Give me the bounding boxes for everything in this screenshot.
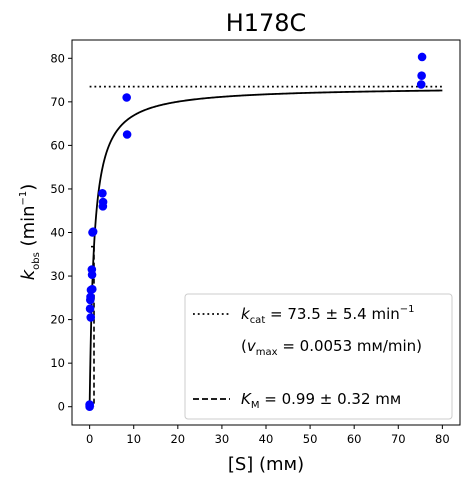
data-point	[87, 270, 97, 280]
data-point	[98, 189, 107, 198]
y-axis-label: kobs (min−1)	[18, 184, 42, 281]
michaelis-menten-fit-curve	[88, 89, 443, 407]
chart-title: H178C	[226, 9, 307, 37]
x-tick-label: 0	[86, 432, 93, 446]
x-tick-label: 80	[435, 432, 450, 446]
data-point	[416, 80, 426, 89]
data-point	[86, 292, 95, 302]
data-point	[122, 93, 131, 102]
y-tick-label: 80	[50, 51, 65, 65]
x-axis-ticks: 0 10 20 30 40 50 60 70 80	[86, 425, 450, 446]
y-axis-ticks: 0 10 20 30 40 50 60 70 80	[50, 51, 72, 414]
data-point	[98, 197, 108, 207]
y-tick-label: 20	[50, 313, 65, 327]
data-point	[86, 313, 96, 322]
data-point	[87, 284, 97, 294]
data-point	[417, 71, 426, 81]
data-point	[85, 400, 94, 409]
x-axis-label: [S] (mᴍ)	[228, 454, 304, 475]
legend-kcat-text: kcat = 73.5 ± 5.4 min−1	[241, 304, 415, 326]
y-tick-label: 30	[50, 269, 65, 283]
legend: kcat = 73.5 ± 5.4 min−1 (vmax = 0.0053 m…	[184, 293, 453, 420]
y-tick-label: 70	[50, 95, 65, 109]
legend-km-text: KM = 0.99 ± 0.32 mᴍ	[241, 390, 401, 411]
legend-vmax-text: (vmax = 0.0053 mᴍ/min)	[241, 337, 422, 358]
data-point	[85, 304, 95, 314]
legend-box	[184, 293, 453, 420]
data-point	[417, 52, 427, 62]
data-point	[122, 130, 132, 139]
x-tick-label: 50	[303, 432, 318, 446]
plot-content	[85, 52, 443, 412]
x-tick-label: 20	[170, 432, 185, 446]
y-tick-label: 0	[58, 400, 65, 414]
x-tick-label: 10	[126, 432, 141, 446]
x-tick-label: 60	[347, 432, 362, 446]
x-tick-label: 40	[259, 432, 274, 446]
plot-frame	[71, 39, 461, 426]
y-tick-label: 10	[50, 356, 65, 370]
y-tick-label: 60	[50, 138, 65, 152]
x-tick-label: 70	[391, 432, 406, 446]
x-tick-label: 30	[215, 432, 230, 446]
y-tick-label: 50	[50, 182, 65, 196]
data-point	[88, 227, 98, 236]
y-tick-label: 40	[50, 226, 65, 240]
